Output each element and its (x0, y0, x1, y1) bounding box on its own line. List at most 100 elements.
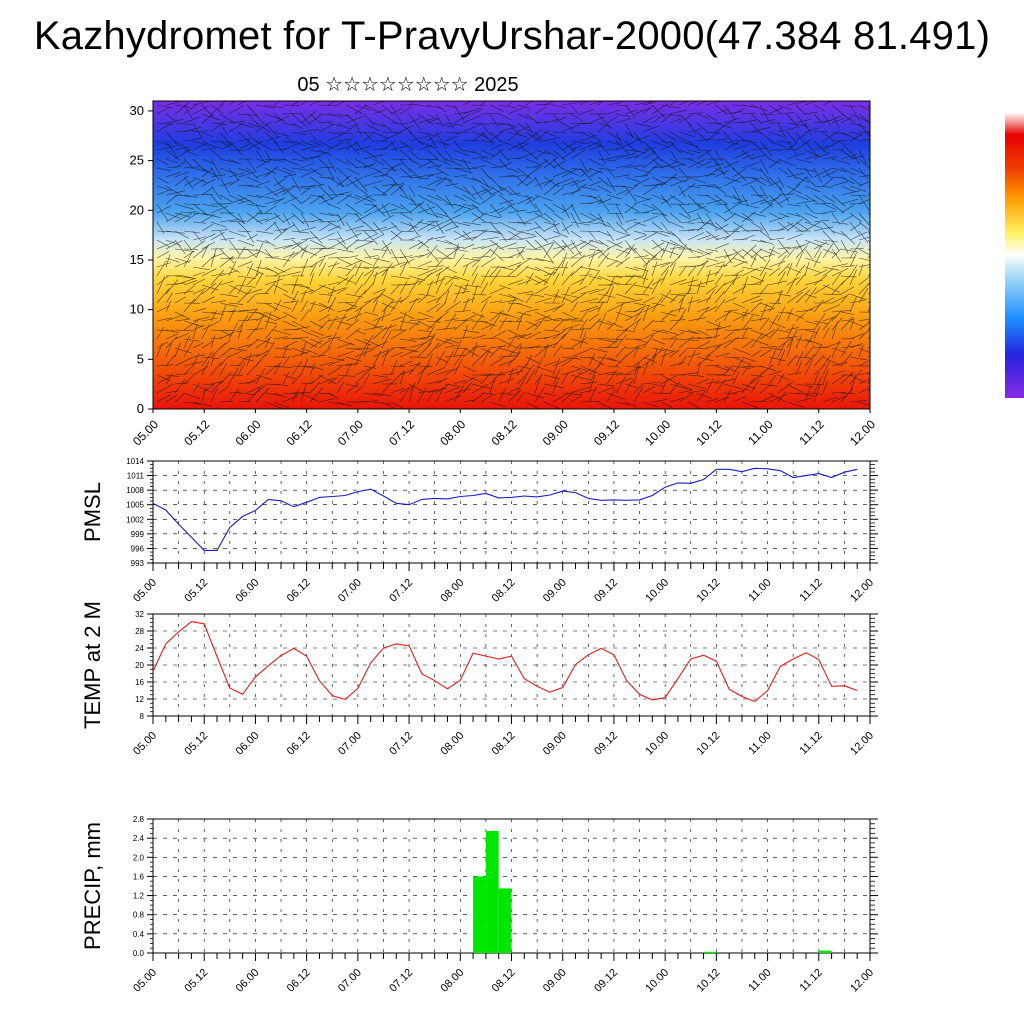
wind-barb (588, 352, 596, 367)
wind-barb (525, 177, 537, 187)
wind-barb (804, 354, 815, 367)
wind-barb (642, 334, 654, 349)
wind-barb (372, 349, 388, 358)
wind-barb (741, 327, 748, 340)
wind-barb (399, 311, 407, 331)
wind-barb (363, 335, 374, 349)
wind-barb (813, 194, 826, 203)
wind-barb (525, 272, 534, 286)
wind-barb (444, 282, 454, 295)
wind-barb (543, 131, 556, 137)
wind-barb (723, 365, 737, 372)
wind-barb (318, 284, 336, 291)
wind-barb (543, 137, 560, 142)
wind-barb (795, 167, 816, 172)
wind-barb (813, 299, 825, 313)
wind-barb (849, 269, 857, 286)
wind-barb (822, 341, 842, 349)
wind-barb (543, 383, 564, 389)
wind-barb (426, 317, 442, 331)
wind-barb (318, 392, 334, 395)
wind-barb (228, 329, 242, 333)
wind-barb (165, 212, 181, 219)
wind-barb (867, 140, 870, 142)
wind-barb (237, 246, 246, 259)
wind-barb (615, 334, 627, 349)
wind-barb (597, 247, 611, 259)
wind-barb (669, 381, 681, 394)
wind-barb (705, 235, 720, 241)
wind-barb (624, 379, 634, 394)
wind-barb (687, 264, 705, 268)
wind-barb (606, 392, 625, 400)
wind-barb (435, 248, 451, 260)
wind-barb (381, 132, 400, 142)
wind-barb (579, 356, 595, 359)
wind-barb (669, 383, 688, 390)
wind-barb (732, 212, 751, 221)
x-tick-label: 09.00 (541, 577, 569, 605)
wind-barb (858, 149, 867, 165)
wind-barb (723, 117, 740, 124)
wind-barb (687, 112, 704, 115)
wind-barb (237, 277, 246, 295)
wind-barb (309, 262, 318, 277)
wind-barb (768, 107, 783, 115)
wind-barb (840, 265, 855, 268)
wind-barb (723, 141, 739, 151)
wind-barb (516, 391, 525, 403)
wind-barb (597, 221, 610, 228)
wind-barb (867, 131, 870, 136)
wind-barb (552, 149, 566, 161)
wind-barb (246, 266, 264, 275)
wind-barb (615, 303, 624, 322)
wind-barb (165, 354, 176, 367)
wind-barb (354, 257, 373, 266)
precip-panel: 0.00.40.81.21.62.02.42.805.00 05.12 06.00 0… (80, 815, 878, 995)
wind-barb (489, 345, 507, 349)
wind-barb (759, 317, 770, 331)
wind-barb (759, 194, 773, 208)
wind-barb (408, 219, 424, 232)
wind-barb (786, 245, 805, 250)
wind-barb (696, 390, 706, 403)
wind-barb (696, 113, 710, 119)
wind-barb (228, 212, 245, 224)
wind-barb (264, 362, 281, 376)
x-tick-label: 08.12 (488, 417, 519, 448)
wind-barb (219, 176, 230, 194)
wind-barb (669, 109, 687, 115)
wind-barb (822, 380, 828, 394)
wind-barb (498, 338, 517, 349)
wind-barb (588, 216, 603, 223)
wind-barb (615, 203, 624, 219)
wind-barb (660, 176, 678, 178)
wind-barb (309, 239, 326, 248)
wind-barb (849, 299, 868, 304)
wind-barb (390, 351, 404, 358)
wind-barb (705, 335, 720, 340)
wind-barb (480, 230, 500, 233)
wind-barb (561, 347, 575, 350)
wind-barb (363, 194, 376, 201)
wind-barb (507, 279, 524, 286)
wind-barb (561, 167, 579, 176)
wind-barb (192, 105, 209, 115)
wind-barb (336, 338, 355, 346)
wind-barb (462, 221, 482, 226)
wind-barb (687, 389, 705, 394)
wind-barb (696, 341, 711, 349)
wind-barb (453, 385, 465, 403)
wind-barb (750, 221, 763, 230)
wind-barb (561, 124, 580, 133)
wind-barb (183, 318, 201, 331)
wind-barb (363, 282, 375, 295)
wind-barb (840, 316, 854, 331)
wind-barb (201, 223, 214, 232)
wind-barb (588, 248, 601, 252)
wind-barb (561, 242, 576, 250)
wind-barb (849, 134, 862, 142)
wind-barb (210, 310, 218, 322)
wind-barb (408, 158, 421, 166)
wind-barb (777, 246, 791, 250)
